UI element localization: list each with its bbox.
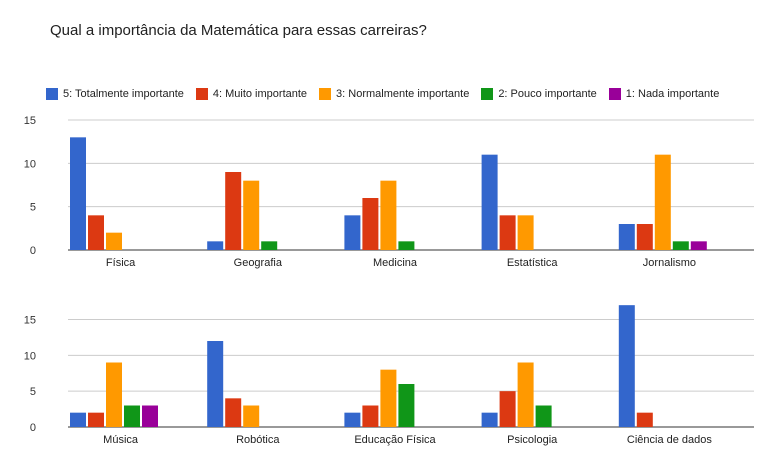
bar xyxy=(499,391,516,427)
bar xyxy=(344,215,361,250)
bar xyxy=(636,224,653,250)
bar xyxy=(618,224,635,250)
category-label: Ciência de dados xyxy=(627,434,713,446)
category-label: Estatística xyxy=(507,257,559,269)
chart-title: Qual a importância da Matemática para es… xyxy=(50,22,427,39)
y-tick-label: 10 xyxy=(24,350,36,362)
legend-item-4[interactable]: 4: Muito importante xyxy=(195,88,308,100)
bar xyxy=(106,362,122,427)
y-tick-label: 5 xyxy=(30,386,36,398)
y-tick-label: 0 xyxy=(30,245,36,257)
category-label: Educação Física xyxy=(354,434,436,446)
bar xyxy=(517,215,534,250)
legend-swatch-3 xyxy=(319,88,332,100)
bar xyxy=(225,172,242,250)
category-label: Jornalismo xyxy=(643,257,696,269)
bar xyxy=(362,405,379,427)
bar xyxy=(672,241,689,250)
bar xyxy=(380,180,397,250)
legend-item-3[interactable]: 3: Normalmente importante xyxy=(319,88,469,100)
bar xyxy=(88,412,104,427)
category-label: Física xyxy=(106,257,136,269)
y-tick-label: 15 xyxy=(24,115,36,127)
bar xyxy=(207,241,224,250)
bar xyxy=(70,412,86,427)
bar xyxy=(499,215,516,250)
category-label: Música xyxy=(103,434,139,446)
category-label: Geografia xyxy=(234,257,283,269)
bar xyxy=(142,405,158,427)
legend-item-5[interactable]: 5: Totalmente importante xyxy=(46,88,184,100)
bar xyxy=(398,241,415,250)
bar xyxy=(362,198,379,250)
legend: 5: Totalmente importante 4: Muito import… xyxy=(46,88,731,100)
legend-swatch-1 xyxy=(608,88,621,100)
bar xyxy=(690,241,707,250)
legend-swatch-4 xyxy=(195,88,208,100)
bar xyxy=(535,405,552,427)
bar xyxy=(243,180,260,250)
bar xyxy=(618,305,635,427)
bar xyxy=(636,412,653,427)
legend-label-1: 1: Nada importante xyxy=(625,88,720,100)
bar xyxy=(481,154,498,250)
legend-item-1[interactable]: 1: Nada importante xyxy=(608,88,720,100)
y-tick-label: 5 xyxy=(30,202,36,214)
legend-swatch-5 xyxy=(46,88,58,100)
bar xyxy=(124,405,140,427)
category-label: Psicologia xyxy=(507,434,558,446)
bar xyxy=(207,341,224,427)
bar xyxy=(481,412,498,427)
bar xyxy=(106,232,122,250)
y-tick-label: 10 xyxy=(24,158,36,170)
category-label: Medicina xyxy=(373,257,418,269)
bar xyxy=(517,362,534,427)
legend-label-2: 2: Pouco importante xyxy=(498,88,597,100)
y-tick-label: 15 xyxy=(24,315,36,327)
bar xyxy=(261,241,278,250)
y-tick-label: 0 xyxy=(30,422,36,434)
bar xyxy=(344,412,361,427)
legend-item-2[interactable]: 2: Pouco importante xyxy=(481,88,597,100)
legend-swatch-2 xyxy=(481,88,494,100)
category-label: Robótica xyxy=(236,434,280,446)
legend-label-5: 5: Totalmente importante xyxy=(63,88,184,100)
bar xyxy=(380,369,397,427)
bar xyxy=(225,398,242,427)
legend-label-3: 3: Normalmente importante xyxy=(336,88,470,100)
bar xyxy=(243,405,260,427)
bar xyxy=(654,154,671,250)
bar xyxy=(88,215,104,250)
legend-label-4: 4: Muito importante xyxy=(212,88,308,100)
bar xyxy=(398,384,415,427)
bar xyxy=(70,137,86,250)
